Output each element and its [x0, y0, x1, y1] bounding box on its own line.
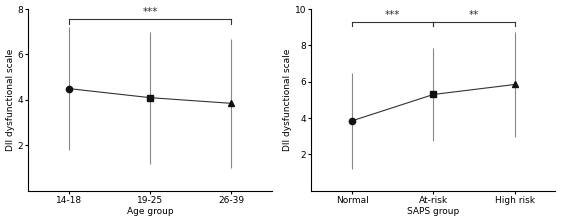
Text: **: **: [469, 10, 479, 20]
Text: ***: ***: [142, 8, 158, 18]
Y-axis label: DII dysfunctional scale: DII dysfunctional scale: [6, 49, 15, 151]
Y-axis label: DII dysfunctional scale: DII dysfunctional scale: [283, 49, 292, 151]
X-axis label: SAPS group: SAPS group: [407, 207, 459, 216]
Text: ***: ***: [385, 10, 401, 20]
X-axis label: Age group: Age group: [127, 207, 173, 216]
